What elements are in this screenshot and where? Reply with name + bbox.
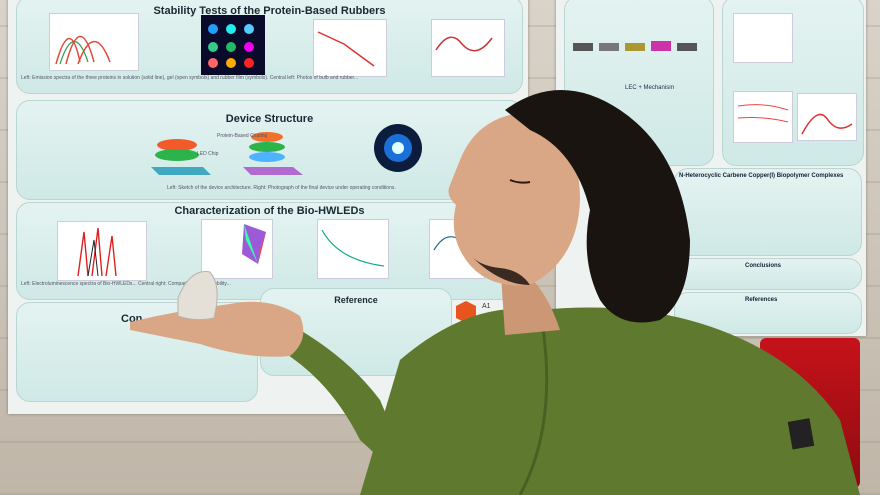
right-plot-3 [797, 93, 857, 141]
label-led-chip: LED Chip [197, 151, 219, 157]
cie-plot [201, 219, 273, 279]
open-hand [130, 301, 304, 357]
conclusions-right: Conclusions [674, 258, 862, 290]
poster-left: Stability Tests of the Protein-Based Rub… [8, 0, 528, 414]
badge-label: A1 [482, 303, 491, 310]
stability-plot-1 [313, 19, 387, 77]
el-spectra-plot [57, 221, 147, 281]
stability-panel: Stability Tests of the Protein-Based Rub… [16, 0, 523, 94]
right-plot-1 [733, 13, 793, 63]
spectra-panel [722, 0, 864, 166]
references-right-title: References [745, 297, 778, 303]
translucent-sample [177, 271, 218, 321]
nhc-panel: N-Heterocyclic Carbene Copper(I) Biopoly… [674, 168, 862, 256]
section-title-characterization: Characterization of the Bio-HWLEDs [174, 205, 365, 217]
stability-caption: Left: Emission spectra of the three prot… [21, 75, 359, 81]
device-panel: Device Structure Protein-Based Coating L… [16, 100, 523, 200]
sleeve-patch [787, 418, 815, 450]
right-plot-2 [733, 91, 793, 143]
device-row [573, 41, 697, 51]
device-sketch [151, 132, 303, 175]
section-title-device: Device Structure [225, 113, 314, 125]
beard [470, 255, 530, 285]
section-title-stability: Stability Tests of the Protein-Based Rub… [153, 5, 386, 17]
nhc-title: N-Heterocyclic Carbene Copper(I) Biopoly… [679, 173, 844, 179]
closed-eye [509, 179, 531, 184]
emission-plot [49, 13, 139, 71]
rubber-photos [201, 15, 265, 75]
references-right: References [674, 292, 862, 334]
sweater-zipper [518, 309, 549, 495]
device-caption: Left: Sketch of the device architecture.… [167, 185, 396, 191]
stability-plot-2 [431, 19, 505, 77]
lec-subtitle: LEC + Mechanism [625, 85, 675, 91]
luminance-plot [317, 219, 389, 279]
curly-hair [505, 90, 690, 323]
green-sweater [360, 307, 860, 495]
reference-title: Reference [334, 295, 378, 305]
characterization-caption: Left: Electroluminescence spectra of Bio… [21, 281, 231, 287]
conclusions-right-title: Conclusions [745, 263, 782, 269]
device-photo [374, 124, 422, 172]
label-coating: Protein-Based Coating [217, 133, 268, 139]
sweater-arm [280, 330, 420, 495]
face [448, 111, 580, 286]
